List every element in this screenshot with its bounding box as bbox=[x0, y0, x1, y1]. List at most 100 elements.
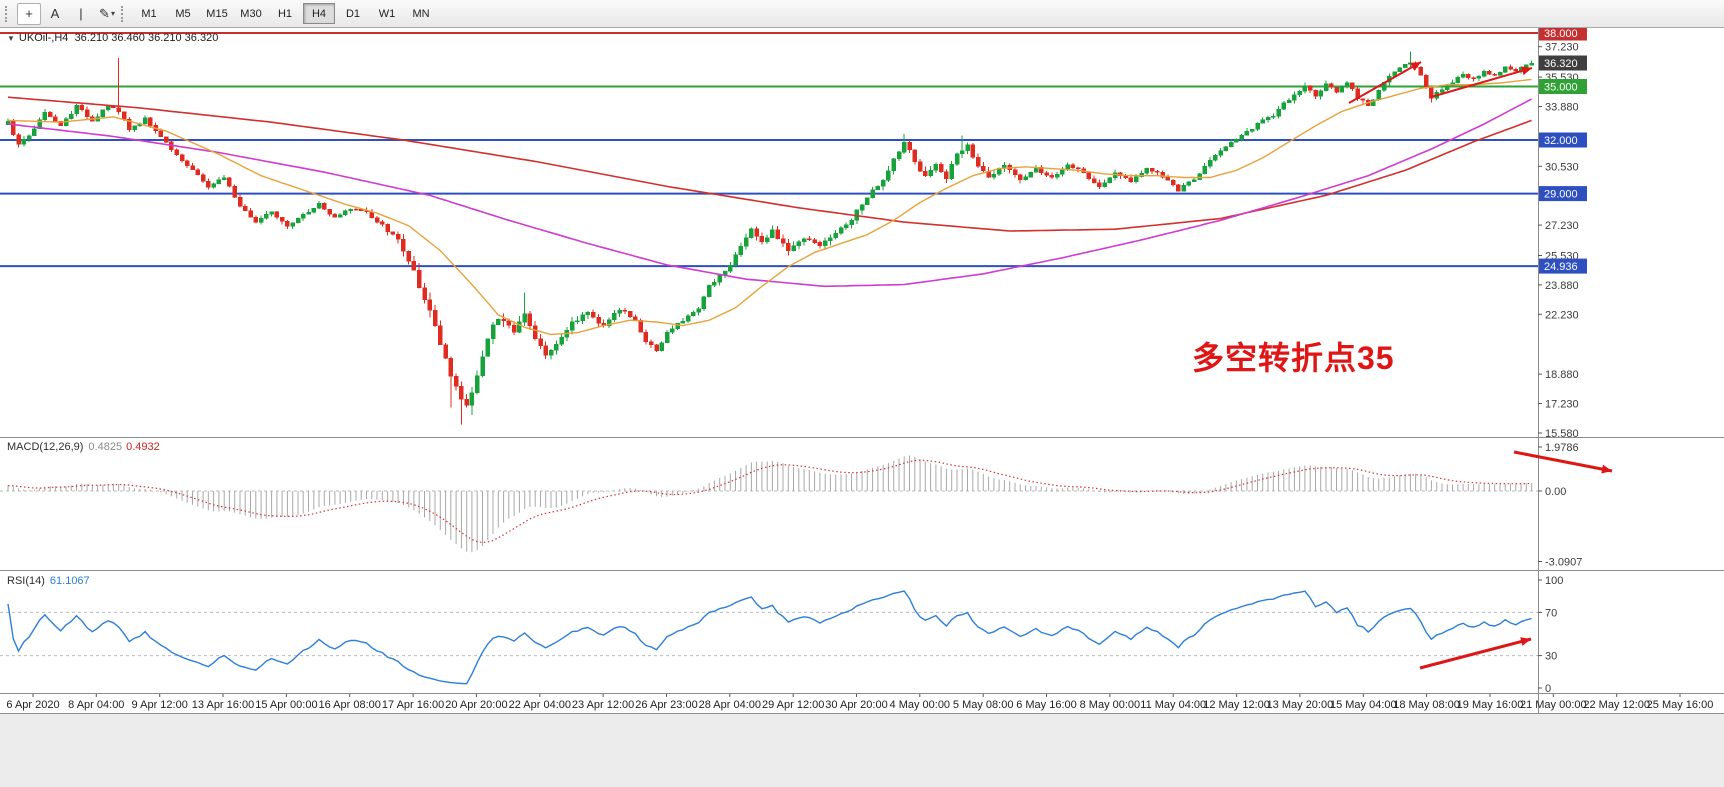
svg-text:36.320: 36.320 bbox=[1544, 58, 1578, 70]
vertical-line-button[interactable]: | bbox=[79, 6, 83, 21]
time-label: 5 May 08:00 bbox=[953, 699, 1014, 711]
macd-main-value: 0.4825 bbox=[88, 441, 123, 453]
price-badge-35.000 bbox=[1539, 79, 1587, 94]
rsi-value: 61.1067 bbox=[49, 575, 90, 587]
time-label: 15 May 04:00 bbox=[1330, 699, 1397, 711]
svg-text:30.530: 30.530 bbox=[1545, 161, 1579, 173]
rsi-name: RSI(14) bbox=[7, 575, 45, 587]
time-label: 18 May 08:00 bbox=[1393, 699, 1460, 711]
toolbar: + A | ✎ ▾ M1 M5 M15 M30 H1 H4 D1 W1 MN bbox=[0, 0, 1724, 28]
timeframe-group: M1 M5 M15 M30 H1 H4 D1 W1 MN bbox=[132, 3, 438, 24]
time-label: 22 May 12:00 bbox=[1583, 699, 1650, 711]
symbol-dropdown-icon[interactable]: ▼ bbox=[7, 34, 15, 43]
text-label-button[interactable]: A bbox=[50, 6, 60, 21]
dropdown-caret-icon: ▾ bbox=[110, 9, 115, 18]
svg-text:15.580: 15.580 bbox=[1545, 428, 1579, 440]
ma-mid-magenta bbox=[7, 98, 1532, 288]
time-axis[interactable]: 6 Apr 2020 8 Apr 04:00 9 Apr 12:00 13 Apr 1… bbox=[6, 694, 1713, 711]
time-label: 17 Apr 16:00 bbox=[382, 699, 444, 711]
svg-text:35.000: 35.000 bbox=[1544, 82, 1578, 94]
time-label: 13 May 20:00 bbox=[1267, 699, 1334, 711]
timeframe-M1-button[interactable]: M1 bbox=[141, 7, 157, 20]
svg-text:32.000: 32.000 bbox=[1544, 135, 1578, 147]
timeframe-D1-button[interactable]: D1 bbox=[345, 7, 361, 20]
moving-averages bbox=[7, 78, 1532, 336]
timeframe-M15-button[interactable]: M15 bbox=[206, 7, 228, 20]
price-badge-24.936 bbox=[1539, 258, 1587, 274]
ma-fast-orange bbox=[7, 78, 1532, 336]
svg-text:33.880: 33.880 bbox=[1545, 102, 1579, 114]
price-axis[interactable]: 37.23035.53033.88030.53027.23025.53023.8… bbox=[1538, 25, 1587, 696]
time-label: 26 Apr 23:00 bbox=[635, 699, 697, 711]
price-badge-38.000 bbox=[1539, 25, 1587, 41]
svg-text:18.880: 18.880 bbox=[1545, 369, 1579, 381]
timeframe-H1-button[interactable]: H1 bbox=[277, 7, 293, 20]
drawing-tools-group: + A | ✎ ▾ bbox=[16, 2, 120, 25]
price-badge-29.000 bbox=[1539, 186, 1587, 202]
horizontal-level-lines[interactable] bbox=[0, 32, 1538, 268]
price-badge-36.320 bbox=[1539, 55, 1587, 71]
panel-dividers[interactable] bbox=[0, 28, 1724, 787]
svg-text:37.230: 37.230 bbox=[1545, 42, 1579, 54]
time-label: 19 May 16:00 bbox=[1457, 699, 1524, 711]
annotation-text[interactable]: 多空转折点35 bbox=[1192, 340, 1395, 376]
timeframe-H4-button[interactable]: H4 bbox=[303, 3, 335, 24]
time-label: 30 Apr 20:00 bbox=[825, 699, 887, 711]
macd-name: MACD(12,26,9) bbox=[7, 441, 84, 453]
svg-text:30: 30 bbox=[1545, 651, 1557, 663]
svg-text:38.000: 38.000 bbox=[1544, 28, 1578, 40]
symbol-label: UKOil-,H4 bbox=[18, 32, 69, 44]
svg-text:0.00: 0.00 bbox=[1545, 486, 1566, 498]
svg-text:23.880: 23.880 bbox=[1545, 280, 1579, 292]
time-label: 28 Apr 04:00 bbox=[699, 699, 761, 711]
time-label: 12 May 12:00 bbox=[1203, 699, 1270, 711]
time-label: 9 Apr 12:00 bbox=[132, 699, 188, 711]
svg-text:1.9786: 1.9786 bbox=[1545, 442, 1579, 454]
timeframe-M30-button[interactable]: M30 bbox=[240, 7, 262, 20]
svg-text:0: 0 bbox=[1545, 683, 1551, 695]
time-label: 15 Apr 00:00 bbox=[255, 699, 317, 711]
toolbar-grip[interactable] bbox=[5, 5, 12, 22]
crosshair-button[interactable]: + bbox=[17, 2, 41, 25]
svg-text:-3.0907: -3.0907 bbox=[1545, 557, 1582, 569]
time-label: 8 May 00:00 bbox=[1080, 699, 1141, 711]
time-label: 21 May 00:00 bbox=[1520, 699, 1587, 711]
rsi-panel-label: RSI(14) 61.1067 bbox=[7, 575, 90, 587]
macd-signal-value: 0.4932 bbox=[126, 441, 160, 453]
svg-text:17.230: 17.230 bbox=[1545, 399, 1579, 411]
annotation-arrows[interactable] bbox=[1348, 61, 1613, 670]
ohlc-values: 36.210 36.460 36.210 36.320 bbox=[74, 32, 219, 44]
svg-text:70: 70 bbox=[1545, 607, 1557, 619]
time-label: 20 Apr 20:00 bbox=[445, 699, 507, 711]
chart-header: ▼ UKOil-,H4 36.210 36.460 36.210 36.320 bbox=[7, 32, 218, 44]
macd-panel-plot[interactable] bbox=[0, 455, 1538, 553]
candles-layer bbox=[5, 51, 1534, 425]
time-label: 6 May 16:00 bbox=[1016, 699, 1077, 711]
svg-text:24.936: 24.936 bbox=[1544, 261, 1578, 273]
time-label: 25 May 16:00 bbox=[1647, 699, 1714, 711]
timeframe-W1-button[interactable]: W1 bbox=[378, 7, 396, 20]
svg-text:27.230: 27.230 bbox=[1545, 220, 1579, 232]
svg-text:29.000: 29.000 bbox=[1544, 189, 1578, 201]
toolbar-grip-2[interactable] bbox=[121, 5, 128, 22]
time-label: 23 Apr 12:00 bbox=[572, 699, 634, 711]
price-badge-32.000 bbox=[1539, 132, 1587, 148]
time-label: 29 Apr 12:00 bbox=[762, 699, 824, 711]
macd-panel-label: MACD(12,26,9) 0.4825 0.4932 bbox=[7, 441, 160, 453]
time-label: 16 Apr 08:00 bbox=[319, 699, 381, 711]
time-label: 22 Apr 04:00 bbox=[509, 699, 571, 711]
time-label: 11 May 04:00 bbox=[1140, 699, 1206, 711]
time-label: 4 May 00:00 bbox=[890, 699, 951, 711]
timeframe-M5-button[interactable]: M5 bbox=[175, 7, 191, 20]
svg-text:100: 100 bbox=[1545, 575, 1563, 587]
time-label: 6 Apr 2020 bbox=[6, 699, 59, 711]
svg-text:22.230: 22.230 bbox=[1545, 309, 1579, 321]
timeframe-MN-button[interactable]: MN bbox=[412, 7, 430, 20]
time-label: 8 Apr 04:00 bbox=[68, 699, 124, 711]
draw-tools-button[interactable]: ✎ ▾ bbox=[99, 5, 115, 21]
rsi-panel-plot[interactable] bbox=[0, 590, 1538, 685]
time-label: 13 Apr 16:00 bbox=[192, 699, 254, 711]
ma-slow-red bbox=[7, 96, 1532, 232]
